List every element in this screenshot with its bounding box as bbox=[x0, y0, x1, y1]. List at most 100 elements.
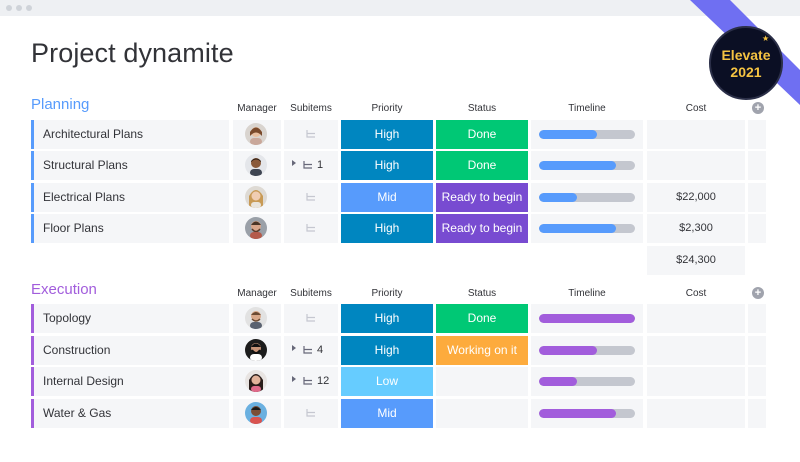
timeline-fill bbox=[539, 314, 635, 323]
add-column-icon[interactable]: + bbox=[752, 102, 764, 114]
cost-cell[interactable] bbox=[647, 399, 745, 428]
subitems-cell[interactable]: 1 bbox=[284, 151, 338, 180]
status-pill[interactable]: Ready to begin bbox=[436, 183, 528, 212]
column-header-status[interactable]: Status bbox=[467, 288, 497, 299]
item-name-cell[interactable]: Construction bbox=[31, 336, 229, 365]
group-title-execution[interactable]: Execution bbox=[31, 281, 97, 298]
avatar bbox=[245, 370, 267, 392]
item-name-cell[interactable]: Structural Plans bbox=[31, 151, 229, 180]
subitems-icon[interactable] bbox=[306, 223, 316, 233]
column-header-timeline[interactable]: Timeline bbox=[568, 288, 606, 299]
status-pill[interactable]: Working on it bbox=[436, 336, 528, 365]
priority-pill[interactable]: Low bbox=[341, 367, 433, 396]
item-name-cell[interactable]: Architectural Plans bbox=[31, 120, 229, 149]
table-row[interactable]: Architectural Plans High Done bbox=[31, 120, 766, 149]
subitems-icon[interactable] bbox=[303, 376, 313, 386]
manager-cell[interactable] bbox=[233, 214, 281, 243]
priority-pill[interactable]: Mid bbox=[341, 183, 433, 212]
table-row[interactable]: Internal Design 12 Low bbox=[31, 367, 766, 396]
column-header-status[interactable]: Status bbox=[467, 103, 497, 114]
column-header-subitems[interactable]: Subitems bbox=[290, 288, 332, 299]
timeline-cell[interactable] bbox=[531, 399, 643, 428]
timeline-cell[interactable] bbox=[531, 336, 643, 365]
table-row[interactable]: Floor Plans High Ready to begin $2,300 bbox=[31, 214, 766, 243]
subitems-cell[interactable] bbox=[284, 399, 338, 428]
subitems-cell[interactable] bbox=[284, 183, 338, 212]
subitems-icon[interactable] bbox=[306, 129, 316, 139]
extra-cell bbox=[748, 151, 766, 180]
status-cell-empty[interactable] bbox=[436, 367, 528, 396]
timeline-bar bbox=[539, 193, 635, 202]
manager-cell[interactable] bbox=[233, 399, 281, 428]
column-header-manager[interactable]: Manager bbox=[237, 103, 277, 114]
subitems-icon[interactable] bbox=[306, 408, 316, 418]
window-dot-icon[interactable] bbox=[16, 5, 22, 11]
item-name-cell[interactable]: Water & Gas bbox=[31, 399, 229, 428]
expand-arrow-icon[interactable] bbox=[292, 376, 296, 382]
table-row[interactable]: Construction 4 High Working on it bbox=[31, 336, 766, 365]
group-title-planning[interactable]: Planning bbox=[31, 96, 90, 113]
manager-cell[interactable] bbox=[233, 336, 281, 365]
status-pill[interactable]: Done bbox=[436, 304, 528, 333]
subitems-cell[interactable] bbox=[284, 214, 338, 243]
window-dot-icon[interactable] bbox=[26, 5, 32, 11]
subitems-icon[interactable] bbox=[303, 345, 313, 355]
manager-cell[interactable] bbox=[233, 183, 281, 212]
cost-cell[interactable] bbox=[647, 336, 745, 365]
subitems-icon[interactable] bbox=[306, 192, 316, 202]
column-header-timeline[interactable]: Timeline bbox=[568, 103, 606, 114]
manager-cell[interactable] bbox=[233, 120, 281, 149]
item-name-cell[interactable]: Floor Plans bbox=[31, 214, 229, 243]
priority-pill[interactable]: High bbox=[341, 151, 433, 180]
subitems-cell[interactable]: 12 bbox=[284, 367, 338, 396]
cost-cell[interactable] bbox=[647, 120, 745, 149]
item-name-cell[interactable]: Internal Design bbox=[31, 367, 229, 396]
priority-pill[interactable]: High bbox=[341, 304, 433, 333]
column-header-cost[interactable]: Cost bbox=[685, 103, 707, 114]
column-header-manager[interactable]: Manager bbox=[237, 288, 277, 299]
timeline-cell[interactable] bbox=[531, 183, 643, 212]
manager-cell[interactable] bbox=[233, 367, 281, 396]
subitems-cell[interactable] bbox=[284, 120, 338, 149]
item-name-cell[interactable]: Electrical Plans bbox=[31, 183, 229, 212]
status-pill[interactable]: Ready to begin bbox=[436, 214, 528, 243]
subitems-icon[interactable] bbox=[306, 313, 316, 323]
timeline-cell[interactable] bbox=[531, 151, 643, 180]
priority-pill[interactable]: High bbox=[341, 336, 433, 365]
status-cell-empty[interactable] bbox=[436, 399, 528, 428]
expand-arrow-icon[interactable] bbox=[292, 160, 296, 166]
expand-arrow-icon[interactable] bbox=[292, 345, 296, 351]
timeline-cell[interactable] bbox=[531, 214, 643, 243]
table-row[interactable]: Water & Gas Mid bbox=[31, 399, 766, 428]
item-name-cell[interactable]: Topology bbox=[31, 304, 229, 333]
item-name: Construction bbox=[43, 343, 111, 357]
item-name: Electrical Plans bbox=[43, 190, 126, 204]
column-header-priority[interactable]: Priority bbox=[371, 288, 403, 299]
cost-cell[interactable]: $2,300 bbox=[647, 214, 745, 243]
priority-pill[interactable]: Mid bbox=[341, 399, 433, 428]
subitems-icon[interactable] bbox=[303, 160, 313, 170]
priority-pill[interactable]: High bbox=[341, 120, 433, 149]
timeline-cell[interactable] bbox=[531, 120, 643, 149]
table-row[interactable]: Structural Plans 1 High Done bbox=[31, 151, 766, 180]
column-header-cost[interactable]: Cost bbox=[685, 288, 707, 299]
cost-cell[interactable] bbox=[647, 367, 745, 396]
add-column-icon[interactable]: + bbox=[752, 287, 764, 299]
subitems-cell[interactable] bbox=[284, 304, 338, 333]
manager-cell[interactable] bbox=[233, 304, 281, 333]
table-row[interactable]: Topology High Done bbox=[31, 304, 766, 333]
manager-cell[interactable] bbox=[233, 151, 281, 180]
table-row[interactable]: Electrical Plans Mid Ready to begin $22,… bbox=[31, 183, 766, 212]
window-dot-icon[interactable] bbox=[6, 5, 12, 11]
timeline-cell[interactable] bbox=[531, 304, 643, 333]
column-header-priority[interactable]: Priority bbox=[371, 103, 403, 114]
status-pill[interactable]: Done bbox=[436, 151, 528, 180]
status-pill[interactable]: Done bbox=[436, 120, 528, 149]
subitems-cell[interactable]: 4 bbox=[284, 336, 338, 365]
priority-pill[interactable]: High bbox=[341, 214, 433, 243]
cost-cell[interactable]: $22,000 bbox=[647, 183, 745, 212]
cost-cell[interactable] bbox=[647, 304, 745, 333]
column-header-subitems[interactable]: Subitems bbox=[290, 103, 332, 114]
cost-cell[interactable] bbox=[647, 151, 745, 180]
timeline-cell[interactable] bbox=[531, 367, 643, 396]
